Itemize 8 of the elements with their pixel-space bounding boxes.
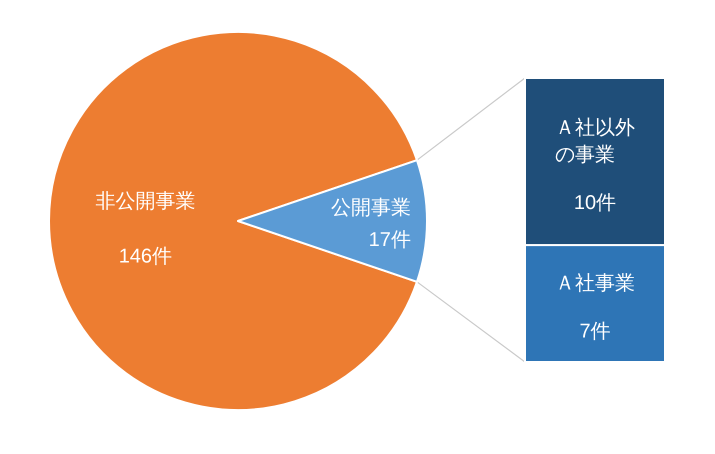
series-label: Ａ社以外の事業: [555, 117, 635, 166]
data-label: 7件: [579, 320, 611, 343]
data-label: 17件: [368, 229, 411, 251]
data-label: 146件: [118, 246, 172, 268]
data-label: 10件: [574, 192, 616, 214]
slice-label: 非公開事業: [95, 190, 196, 212]
slice-label: 公開事業: [330, 197, 411, 219]
series-label: Ａ社事業: [555, 272, 635, 295]
